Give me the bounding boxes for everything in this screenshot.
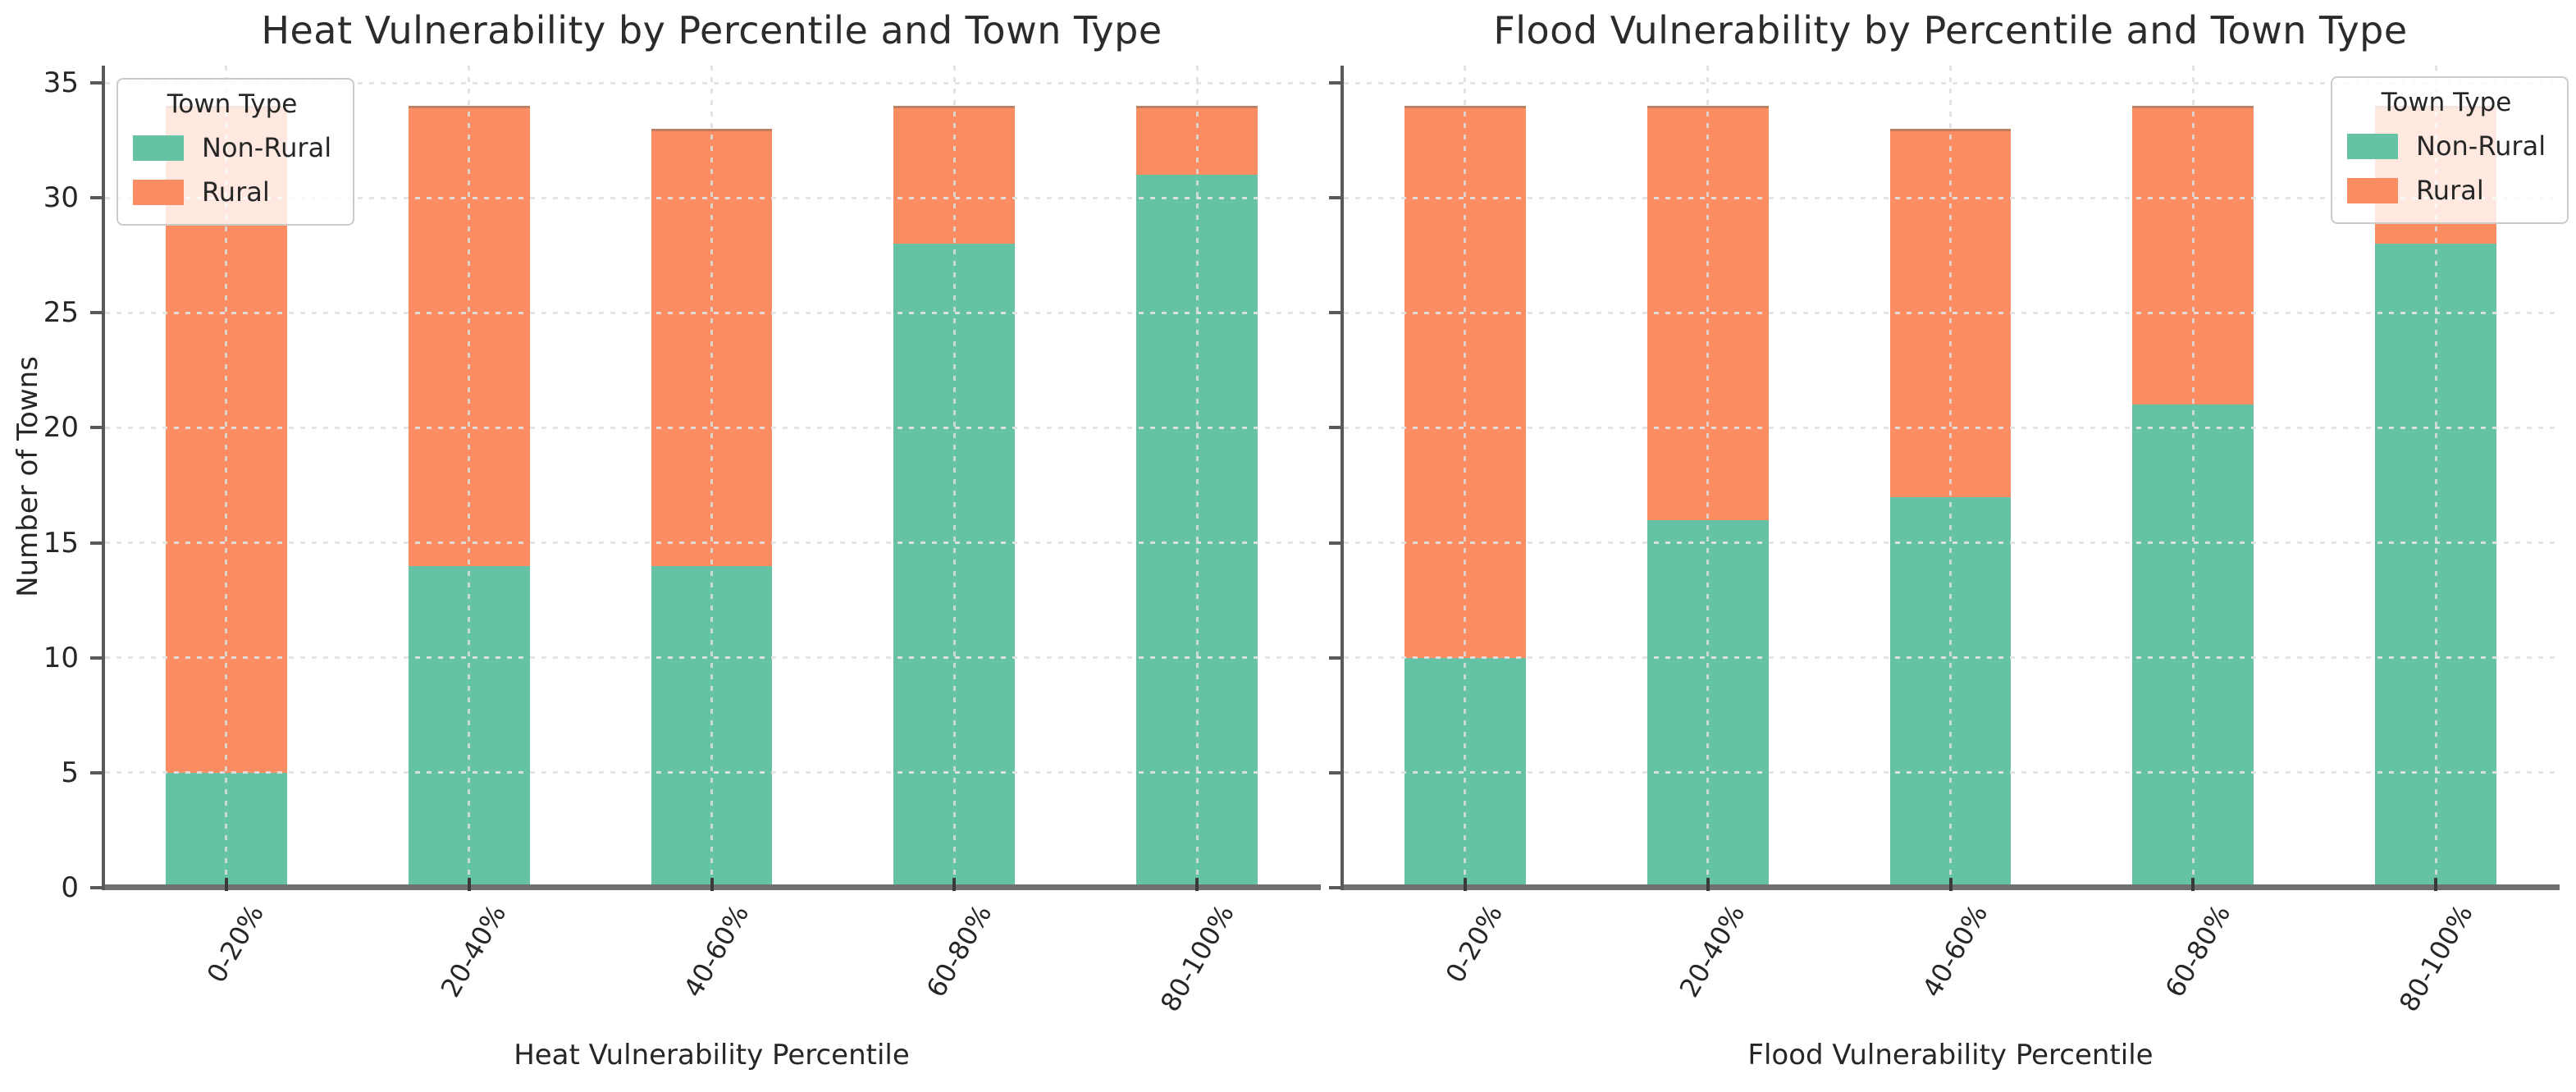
y-tick-label: 30 <box>43 181 79 215</box>
x-tick <box>467 878 471 891</box>
y-tick <box>1329 426 1341 430</box>
x-tick-label: 0-20% <box>200 899 270 989</box>
x-tick <box>1463 878 1467 891</box>
x-tick <box>1706 878 1710 891</box>
legend-label-nonrural: Non-Rural <box>2416 130 2546 162</box>
gridline-vertical <box>1949 66 1952 888</box>
x-tick <box>2434 878 2438 891</box>
legend-entry-rural: Rural <box>133 176 331 208</box>
y-tick <box>90 770 102 774</box>
gridline-vertical <box>1464 66 1467 888</box>
rural-color-swatch <box>2347 177 2398 203</box>
x-tick <box>224 878 228 891</box>
x-axis-label-heat: Heat Vulnerability Percentile <box>514 1039 910 1071</box>
plot-area-flood: 0-20% 20-40% 40-60% 60-80% 80-100% <box>1329 66 2560 1017</box>
x-tick <box>2191 878 2195 891</box>
y-axis-label: Number of Towns <box>11 356 44 597</box>
y-tick-label: 10 <box>43 641 79 674</box>
y-tick-label: 15 <box>43 526 79 560</box>
x-tick <box>710 878 714 891</box>
y-tick <box>1329 770 1341 774</box>
gridline-vertical <box>468 66 471 888</box>
legend-entry-nonrural: Non-Rural <box>2347 130 2546 162</box>
nonrural-color-swatch <box>2347 133 2398 159</box>
legend-heat: Town Type Non-Rural Rural <box>116 78 355 226</box>
y-axis-spine <box>1341 66 1344 890</box>
legend-title: Town Type <box>2381 88 2512 117</box>
y-tick <box>90 196 102 200</box>
y-tick <box>1329 656 1341 660</box>
legend-entry-rural: Rural <box>2347 175 2546 206</box>
x-tick-label: 80-100% <box>2393 899 2480 1017</box>
y-axis-spine <box>102 66 105 890</box>
x-axis-label-flood: Flood Vulnerability Percentile <box>1747 1039 2154 1071</box>
x-tick-label: 60-80% <box>920 899 998 1003</box>
legend-flood: Town Type Non-Rural Rural <box>2331 76 2569 224</box>
legend-entry-nonrural: Non-Rural <box>133 132 331 163</box>
x-tick-label: 60-80% <box>2158 899 2237 1003</box>
y-tick <box>90 886 102 889</box>
legend-label-rural: Rural <box>202 176 270 208</box>
y-tick-label: 5 <box>61 756 79 789</box>
x-tick <box>1195 878 1199 891</box>
gridline-vertical <box>225 66 228 888</box>
y-tick <box>90 311 102 315</box>
x-tick-label: 20-40% <box>1674 899 1752 1003</box>
chart-title-heat: Heat Vulnerability by Percentile and Tow… <box>261 8 1162 53</box>
y-tick <box>90 656 102 660</box>
x-tick <box>952 878 957 891</box>
gridline-vertical <box>2434 66 2437 888</box>
chart-title-flood: Flood Vulnerability by Percentile and To… <box>1493 8 2408 53</box>
gridline-vertical <box>2191 66 2195 888</box>
legend-label-nonrural: Non-Rural <box>202 132 332 163</box>
y-tick-label: 35 <box>43 66 79 100</box>
legend-title: Town Type <box>167 89 298 119</box>
y-tick <box>1329 886 1341 889</box>
x-tick-label: 80-100% <box>1154 899 1241 1017</box>
x-tick-label: 20-40% <box>435 899 513 1003</box>
gridline-vertical <box>952 66 956 888</box>
y-tick-label: 20 <box>43 411 79 445</box>
nonrural-color-swatch <box>133 135 184 161</box>
legend-label-rural: Rural <box>2416 175 2484 206</box>
x-tick-label: 0-20% <box>1439 899 1509 989</box>
y-tick <box>90 426 102 430</box>
y-tick-label: 0 <box>61 871 79 904</box>
rural-color-swatch <box>133 179 184 205</box>
gridline-vertical <box>1195 66 1199 888</box>
x-tick-label: 40-60% <box>677 899 756 1003</box>
gridline-vertical <box>1706 66 1710 888</box>
y-tick <box>1329 81 1341 85</box>
x-tick-label: 40-60% <box>1916 899 1994 1003</box>
y-tick <box>1329 196 1341 200</box>
y-tick-label: 25 <box>43 296 79 330</box>
x-tick <box>1948 878 1953 891</box>
y-tick <box>1329 541 1341 545</box>
y-tick <box>1329 311 1341 315</box>
y-tick <box>90 81 102 85</box>
y-tick <box>90 541 102 545</box>
gridline-vertical <box>710 66 713 888</box>
